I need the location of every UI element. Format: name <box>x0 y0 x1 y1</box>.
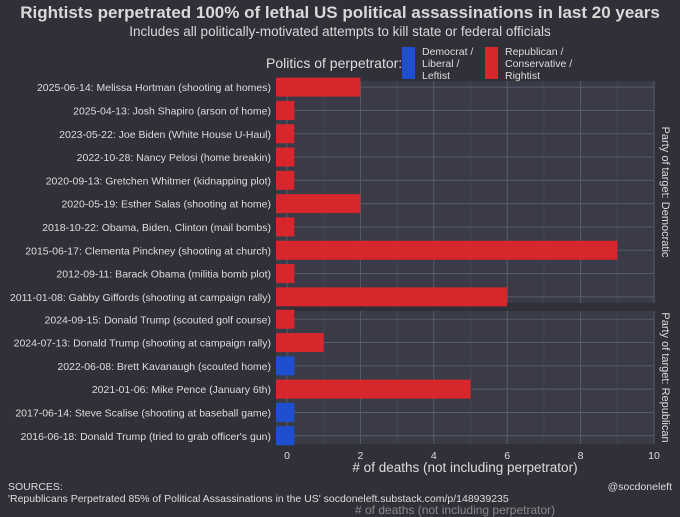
bar <box>276 264 295 284</box>
category-label: 2011-01-08: Gabby Giffords (shooting at … <box>10 292 271 304</box>
category-label: 2023-05-22: Joe Biden (White House U-Hau… <box>59 129 271 141</box>
category-label: 2016-06-18: Donald Trump (tried to grab … <box>21 431 271 443</box>
sources-heading: SOURCES: <box>8 481 63 493</box>
chart-subtitle: Includes all politically-motivated attem… <box>129 24 551 39</box>
legend-label-republican: Republican / Conservative / Rightist <box>505 46 573 82</box>
bar <box>276 147 295 167</box>
bar <box>276 309 295 329</box>
x-tick-label: 4 <box>431 450 437 462</box>
x-axis-title: # of deaths (not including perpetrator) <box>352 460 577 475</box>
bar <box>276 402 295 422</box>
bar <box>276 426 295 446</box>
x-tick-label: 0 <box>284 450 290 462</box>
bar <box>276 194 361 214</box>
author-handle: @socdoneleft <box>607 481 672 493</box>
bar <box>276 124 295 144</box>
category-label: 2018-10-22: Obama, Biden, Clinton (mail … <box>42 222 271 234</box>
category-label: 2021-01-06: Mike Pence (January 6th) <box>92 384 271 396</box>
sources-line: 'Republicans Perpetrated 85% of Politica… <box>8 493 509 505</box>
bar <box>276 240 618 260</box>
x-tick-label: 8 <box>578 450 584 462</box>
category-label: 2017-06-14: Steve Scalise (shooting at b… <box>15 407 271 419</box>
category-label: 2022-10-28: Nancy Pelosi (home breakin) <box>77 152 271 164</box>
legend-key-democrat <box>402 47 415 79</box>
sources: SOURCES: 'Republicans Perpetrated 85% of… <box>8 481 509 505</box>
legend-key-republican <box>485 47 498 79</box>
x-tick-label: 10 <box>648 450 660 462</box>
clipped-axis-label: # of deaths (not including perpetrator) <box>355 503 556 517</box>
category-label: 2025-04-13: Josh Shapiro (arson of home) <box>73 105 271 117</box>
facet-label: Party of target: Democratic <box>659 127 671 258</box>
category-label: 2020-05-19: Esther Salas (shooting at ho… <box>61 199 271 211</box>
bar <box>276 356 295 376</box>
category-label: 2022-06-08: Brett Kavanaugh (scouted hom… <box>57 361 271 373</box>
category-label: 2020-09-13: Gretchen Whitmer (kidnapping… <box>46 175 271 187</box>
facet-label: Party of target: Republican <box>659 312 671 442</box>
x-tick-label: 6 <box>504 450 510 462</box>
bar <box>276 77 361 97</box>
category-label: 2024-07-13: Donald Trump (shooting at ca… <box>14 338 271 350</box>
category-label: 2015-06-17: Clementa Pinckney (shooting … <box>25 245 271 257</box>
bar <box>276 287 508 307</box>
bar <box>276 379 471 399</box>
bar <box>276 333 324 353</box>
panel-background <box>276 81 654 303</box>
legend-label-democrat: Democrat / Liberal / Leftist <box>422 46 474 82</box>
chart-title: Rightists perpetrated 100% of lethal US … <box>20 3 660 22</box>
category-label: 2025-06-14: Melissa Hortman (shooting at… <box>37 82 271 94</box>
category-label: 2024-09-15: Donald Trump (scouted golf c… <box>45 314 271 326</box>
bar <box>276 217 295 237</box>
panel-background <box>276 311 654 444</box>
legend-title: Politics of perpetrator: <box>266 55 403 71</box>
bar <box>276 170 295 190</box>
x-tick-label: 2 <box>357 450 363 462</box>
bar <box>276 100 295 120</box>
category-label: 2012-09-11: Barack Obama (militia bomb p… <box>56 269 271 281</box>
